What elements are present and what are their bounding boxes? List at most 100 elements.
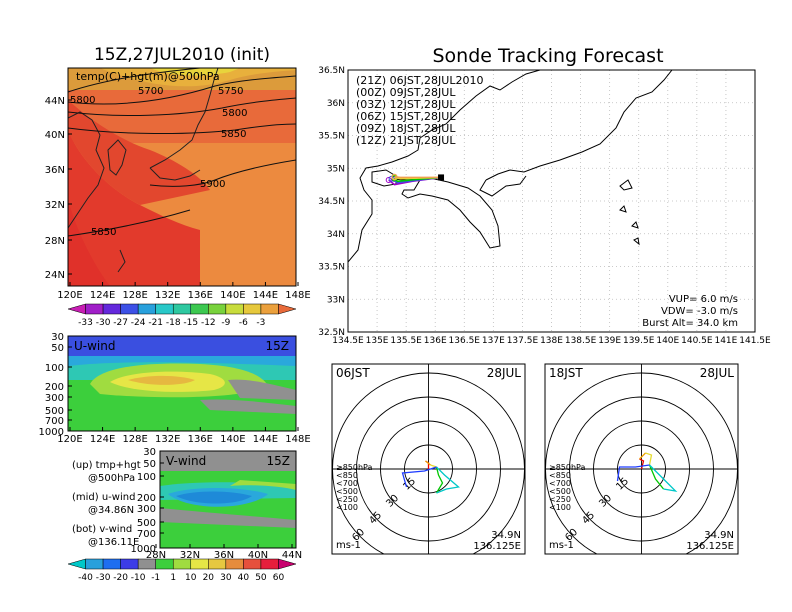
colorbar-tick-label: 60 xyxy=(273,573,285,583)
map-lat-tick-label: 32.5N xyxy=(318,328,345,338)
map-lon-tick-label: 134.5E xyxy=(332,336,364,346)
contour-label-6: 5900 xyxy=(200,179,225,190)
note-mid: (mid) u-wind xyxy=(72,492,135,503)
colorbar-segment xyxy=(225,558,244,570)
colorbar-tick-label: -6 xyxy=(239,318,248,328)
hodo-level-legend: <700 xyxy=(549,479,571,488)
hodo-unit: ms-1 xyxy=(549,540,574,551)
v-wind-lat-ticks: 28N 32N 36N 40N 44N xyxy=(146,544,302,561)
note-bot2: @136.11E xyxy=(88,537,139,548)
colorbar-segment xyxy=(172,558,192,570)
contour-label-2: 5750 xyxy=(218,86,243,97)
map-lon-tick-label: 139.5E xyxy=(623,336,655,346)
contour-label-4: 5800 xyxy=(222,108,247,119)
map-legend-entry: (21Z) 06JST,28JUL2010 xyxy=(356,74,483,87)
hodo-level-legend: <100 xyxy=(549,503,571,512)
launch-site-marker xyxy=(438,174,445,181)
hodo-trace xyxy=(436,466,460,494)
v-lat-tick-label: 36N xyxy=(214,550,234,561)
v-lat-tick-label: 28N xyxy=(146,550,166,561)
hodo-level-legend: <850 xyxy=(549,471,571,480)
hodo-trace xyxy=(639,452,646,460)
u-wind-label: U-wind xyxy=(74,339,115,353)
colorbar-segment xyxy=(85,558,104,570)
hodo-date: 28JUL xyxy=(700,366,735,380)
colorbar-tick-label: 10 xyxy=(185,573,197,583)
colorbar-tick-label: -24 xyxy=(131,318,146,328)
v-pressure-tick-label: 30 xyxy=(143,447,156,458)
colorbar-tick-label: -9 xyxy=(221,318,230,328)
map-lon-tick-label: 137.5E xyxy=(507,336,539,346)
hodo-date: 28JUL xyxy=(487,366,522,380)
wind-colorbar: -40 -30 -20 -10 -1 1 10 20 30 40 50 60 xyxy=(67,558,297,583)
colorbar-tick-label: -33 xyxy=(78,318,93,328)
u-pressure-tick-label: 50 xyxy=(51,343,64,354)
u-pressure-tick-label: 700 xyxy=(45,416,64,427)
colorbar-segment xyxy=(172,303,192,315)
upper-lat-tick-label: 32N xyxy=(45,200,65,211)
map-legend-entry: (03Z) 12JST,28JUL xyxy=(356,98,456,111)
contour-label-5: 5850 xyxy=(221,129,246,140)
map-lat-tick-label: 35.5N xyxy=(318,132,345,142)
colorbar-tick-label: 40 xyxy=(238,573,250,583)
note-burst: Burst Alt= 34.0 km xyxy=(642,318,738,329)
hodo-level-legend: <100 xyxy=(336,503,358,512)
colorbar-segment xyxy=(102,303,121,315)
map-lon-tick-label: 136.5E xyxy=(449,336,481,346)
u-wind-lon-ticks: 120E 124E 128E 132E 136E 140E 144E 148E xyxy=(57,427,311,445)
hodo-lon: 136.125E xyxy=(473,541,521,552)
hodo-trace xyxy=(648,464,665,490)
hodo-level-legend: ≥850hPa xyxy=(549,463,586,472)
upper-lat-ticks: 44N 40N 36N 32N 28N 24N xyxy=(45,96,72,281)
map-lon-tick-label: 140.5E xyxy=(681,336,713,346)
hodo-rings xyxy=(545,364,738,554)
map-lon-tick-label: 135.5E xyxy=(390,336,422,346)
map-lon-ticks: 134.5E 135E 135.5E 136E 136.5E 137E 137.5E 138E… xyxy=(332,336,771,346)
colorbar-tick-label: 50 xyxy=(255,573,267,583)
map-lat-ticks: 36.5N 36N 35.5N 35N 34.5N 34N 33.5N 33N 32.5N xyxy=(318,66,345,338)
u-lon-tick-label: 140E xyxy=(220,434,245,445)
map-label: temp(C)+hgt(m)@500hPa xyxy=(76,70,220,83)
upper-lon-tick-label: 124E xyxy=(90,290,115,301)
hodo-frame xyxy=(331,363,526,555)
hodo-lat: 34.9N xyxy=(491,530,521,541)
upper-lat-tick-label: 44N xyxy=(45,96,65,107)
v-pressure-tick-label: 300 xyxy=(137,504,156,515)
u-pressure-tick-label: 1000 xyxy=(39,427,64,438)
upper-lon-tick-label: 132E xyxy=(155,290,180,301)
coastline xyxy=(348,70,673,263)
colorbar-segment xyxy=(260,303,279,315)
map-lon-tick-label: 138.5E xyxy=(565,336,597,346)
hodograph-18jst: 18JST 28JUL15304560≥850hPa<850<700<500<25… xyxy=(544,363,739,555)
hodo-time: 18JST xyxy=(549,366,583,380)
u-lon-tick-label: 124E xyxy=(90,434,115,445)
hodo-trace xyxy=(425,460,431,466)
hodo-lon: 136.125E xyxy=(686,541,734,552)
map-legend-entry: (09Z) 18JST,28JUL xyxy=(356,122,456,135)
init-title: 15Z,27JUL2010 (init) xyxy=(94,45,270,65)
sonde-track-map: 36.5N 36N 35.5N 35N 34.5N 34N 33.5N 33N 32.5N 13… xyxy=(318,66,771,346)
map-lat-tick-label: 33N xyxy=(327,295,345,305)
colorbar-tick-label: -10 xyxy=(131,573,146,583)
u-pressure-tick-label: 30 xyxy=(51,332,64,343)
colorbar-tick-label: -15 xyxy=(183,318,198,328)
hodo-level-legend: <850 xyxy=(336,471,358,480)
sonde-tracks xyxy=(385,173,445,186)
colorbar-segment xyxy=(155,303,174,315)
colorbar-end xyxy=(278,303,297,315)
map-legend-entry: (00Z) 09JST,28JUL xyxy=(356,86,456,99)
sonde-landing-point xyxy=(391,173,398,180)
colorbar-segment xyxy=(120,303,139,315)
upper-lon-tick-label: 148E xyxy=(285,290,310,301)
note-mid2: @34.86N xyxy=(88,505,134,516)
map-lat-tick-label: 36N xyxy=(327,99,345,109)
u-lon-tick-label: 144E xyxy=(253,434,278,445)
map-lat-tick-label: 34.5N xyxy=(318,197,345,207)
colorbar-tick-label: 20 xyxy=(203,573,215,583)
colorbar-segment xyxy=(208,303,227,315)
v-lat-tick-label: 44N xyxy=(282,550,302,561)
colorbar-segment xyxy=(137,303,156,315)
colorbar-end xyxy=(278,558,297,570)
map-lon-tick-label: 135E xyxy=(366,336,389,346)
